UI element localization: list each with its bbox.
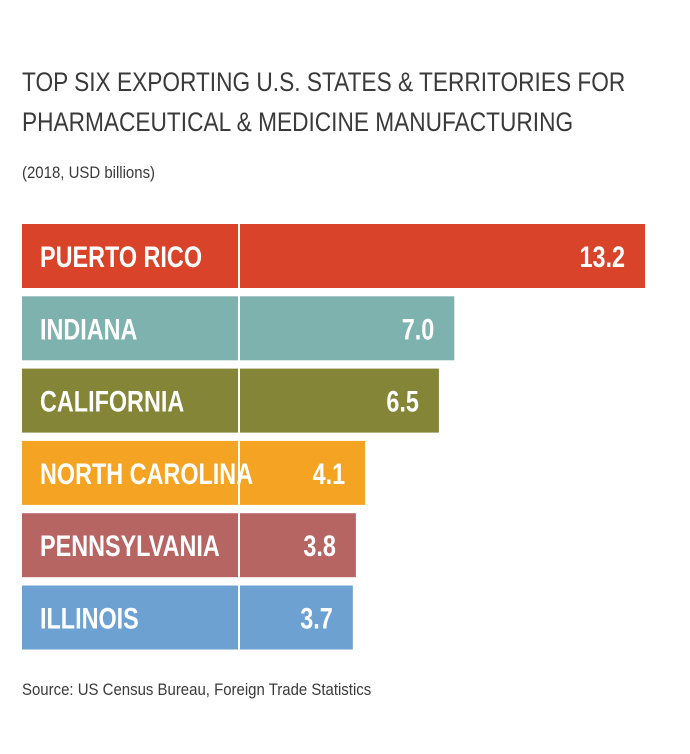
value-label: 3.7 <box>300 602 333 635</box>
category-box-california <box>22 368 238 433</box>
category-box-indiana <box>22 296 238 361</box>
category-label: NORTH CAROLINA <box>40 457 253 490</box>
category-box-illinois <box>22 585 238 650</box>
category-label: ILLINOIS <box>40 602 139 635</box>
source-note: Source: US Census Bureau, Foreign Trade … <box>22 680 372 699</box>
value-label: 7.0 <box>402 313 435 346</box>
value-label: 4.1 <box>313 457 346 490</box>
value-label: 6.5 <box>386 385 419 418</box>
bar-illinois <box>240 585 353 650</box>
category-label: CALIFORNIA <box>40 385 184 418</box>
bar-north-carolina <box>240 440 366 505</box>
value-label: 13.2 <box>579 240 625 273</box>
chart-subtitle: (2018, USD billions) <box>22 163 156 182</box>
bar-pennsylvania <box>240 513 356 578</box>
category-box-puerto-rico <box>22 224 238 288</box>
bar-puerto-rico <box>240 224 645 288</box>
bar-indiana <box>240 296 455 361</box>
category-label: PUERTO RICO <box>40 240 202 273</box>
value-label: 3.8 <box>303 529 336 562</box>
category-label: PENNSYLVANIA <box>40 529 220 562</box>
category-box-north-carolina <box>22 440 238 505</box>
category-box-pennsylvania <box>22 513 238 578</box>
category-label: INDIANA <box>40 313 137 346</box>
bar-california <box>240 368 439 433</box>
bar-group: PUERTO RICO 13.2 INDIANA 7.0 CALIFORNIA 6.5 NO… <box>22 224 645 650</box>
chart-title: TOP SIX EXPORTING U.S. STATES & TERRITOR… <box>22 67 626 137</box>
